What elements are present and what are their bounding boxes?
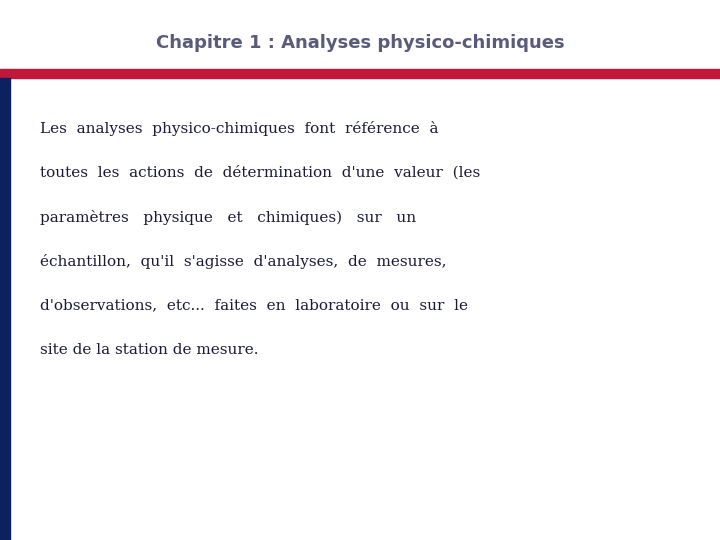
Bar xyxy=(0,78,10,540)
Text: échantillon,  qu'il  s'agisse  d'analyses,  de  mesures,: échantillon, qu'il s'agisse d'analyses, … xyxy=(40,254,446,269)
Text: Chapitre 1 : Analyses physico-chimiques: Chapitre 1 : Analyses physico-chimiques xyxy=(156,34,564,52)
Text: Les  analyses  physico-chimiques  font  référence  à: Les analyses physico-chimiques font réfé… xyxy=(40,122,438,137)
Text: d'observations,  etc...  faites  en  laboratoire  ou  sur  le: d'observations, etc... faites en laborat… xyxy=(40,299,467,313)
Text: paramètres   physique   et   chimiques)   sur   un: paramètres physique et chimiques) sur un xyxy=(40,210,415,225)
Text: site de la station de mesure.: site de la station de mesure. xyxy=(40,343,258,357)
Text: toutes  les  actions  de  détermination  d'une  valeur  (les: toutes les actions de détermination d'un… xyxy=(40,166,480,180)
Bar xyxy=(0,69,720,78)
